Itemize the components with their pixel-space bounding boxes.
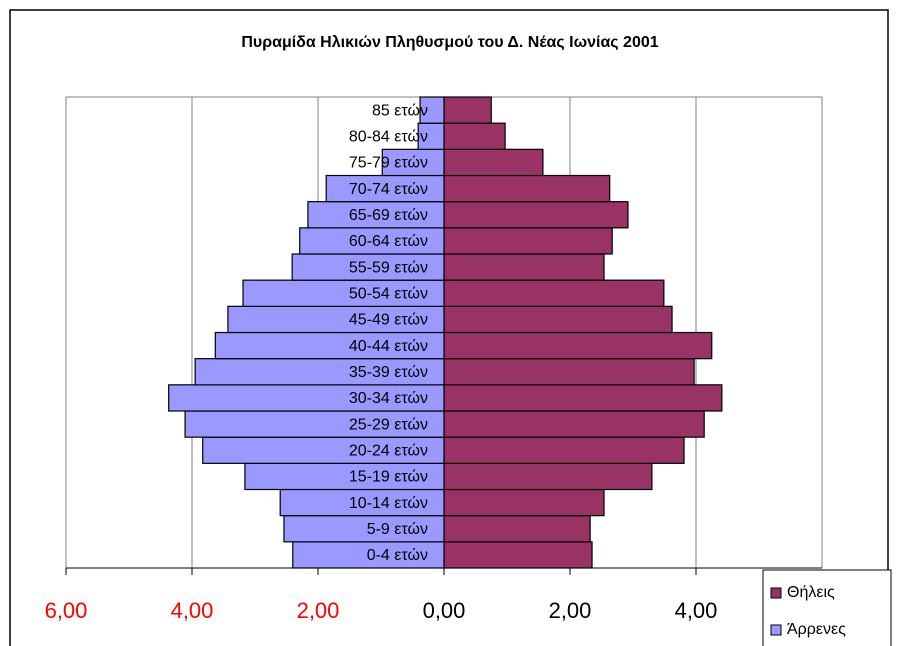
bar (242, 279, 445, 307)
x-tick-label: 0,00 (423, 598, 466, 623)
y-tick-label: 0-4 ετών (367, 547, 428, 564)
bar (227, 305, 445, 334)
bar (443, 227, 613, 255)
bar (443, 279, 665, 307)
x-tick-label: 4,00 (171, 598, 214, 623)
x-tick-label: 2,00 (297, 598, 340, 623)
x-tick-label: 6,00 (45, 598, 88, 623)
bar (443, 410, 705, 438)
y-tick-label: 70-74 ετών (349, 181, 428, 198)
bar (443, 122, 506, 150)
legend (762, 569, 892, 646)
bar (443, 148, 544, 177)
bar (443, 462, 653, 491)
x-tick-label: 4,00 (675, 598, 718, 623)
y-tick-label: 85 ετών (372, 102, 428, 119)
bar (443, 331, 713, 360)
y-tick-label: 65-69 ετών (349, 207, 428, 224)
bar (443, 201, 629, 229)
bar (299, 227, 445, 255)
y-tick-label: 35-39 ετών (349, 364, 428, 381)
bar (443, 358, 695, 386)
bar (443, 515, 591, 543)
y-tick-label: 50-54 ετών (349, 285, 428, 302)
bar (419, 96, 445, 124)
legend-swatch (770, 624, 782, 636)
bar (283, 515, 445, 543)
bar (443, 384, 723, 412)
bar (194, 358, 445, 386)
y-tick-label: 75-79 ετών (349, 155, 428, 172)
bar (381, 148, 445, 177)
bar (244, 462, 445, 491)
legend-label: Άρρενες (787, 621, 846, 638)
bar (443, 488, 605, 517)
bar (168, 384, 445, 412)
y-tick-label: 55-59 ετών (349, 259, 428, 276)
y-tick-label: 20-24 ετών (349, 442, 428, 459)
bar (443, 96, 492, 124)
y-tick-label: 80-84 ετών (349, 128, 428, 145)
y-tick-label: 45-49 ετών (349, 312, 428, 329)
y-tick-label: 30-34 ετών (349, 390, 428, 407)
legend-swatch (770, 587, 782, 599)
bar (443, 305, 673, 334)
y-tick-label: 5-9 ετών (367, 521, 428, 538)
bar (202, 436, 445, 464)
y-tick-label: 40-44 ετών (349, 338, 428, 355)
y-tick-label: 25-29 ετών (349, 416, 428, 433)
bar (291, 253, 445, 281)
y-tick-label: 10-14 ετών (349, 495, 428, 512)
y-tick-label: 60-64 ετών (349, 233, 428, 250)
y-tick-label: 15-19 ετών (349, 469, 428, 486)
legend-label: Θήλεις (787, 584, 835, 601)
x-tick-label: 2,00 (549, 598, 592, 623)
bar (279, 488, 445, 517)
chart-title: Πυραμίδα Ηλικιών Πληθυσμού του Δ. Νέας Ι… (241, 34, 658, 51)
bar (443, 253, 605, 281)
bar (443, 174, 611, 203)
bar (443, 541, 593, 569)
bar (443, 436, 685, 464)
